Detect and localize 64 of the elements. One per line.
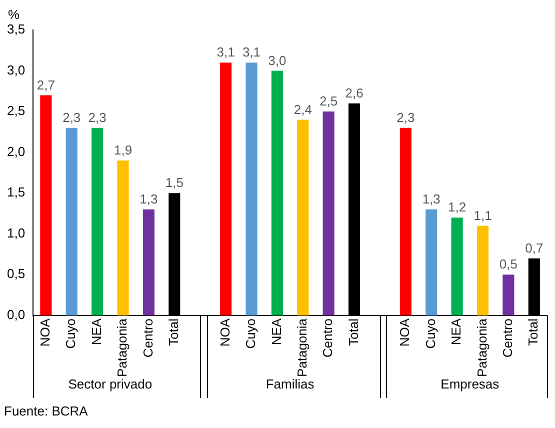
x-tick-label: Centro	[320, 318, 336, 358]
x-tick-label: Centro	[500, 318, 516, 358]
bar	[297, 120, 309, 316]
source-note: Fuente: BCRA	[4, 404, 88, 419]
y-axis-title: %	[8, 7, 20, 22]
y-tick-label: 0,0	[6, 307, 26, 322]
data-label: 2,6	[345, 85, 364, 100]
bar	[451, 218, 463, 316]
data-label: 0,5	[499, 256, 518, 272]
data-label: 2,3	[396, 110, 415, 125]
data-label: 1,5	[165, 175, 184, 190]
text: Familias	[266, 376, 315, 392]
bar	[246, 62, 258, 316]
data-label: 2,3	[62, 110, 81, 125]
x-tick-label: Total	[526, 318, 541, 346]
x-tick-label: Cuyo	[63, 318, 78, 349]
x-tick-label: Total	[346, 318, 361, 346]
bar	[92, 128, 104, 316]
data-label: 0,7	[525, 240, 544, 256]
data-label: 2,4	[294, 102, 312, 117]
x-tick-label: Cuyo	[422, 318, 438, 349]
data-label: 3,0	[268, 52, 286, 68]
data-label: 1,1	[474, 208, 492, 223]
x-tick-label: NOA	[397, 318, 412, 347]
bar	[322, 112, 334, 316]
x-tick-label: NOA	[217, 318, 232, 347]
data-label: 2,3	[88, 110, 106, 125]
y-tick-label: 1,0	[6, 225, 26, 240]
x-tick-label: Patagonia	[114, 318, 130, 378]
bar	[40, 95, 52, 316]
data-label: 2,5	[320, 94, 338, 109]
bar	[271, 70, 283, 316]
data-label: 1,3	[140, 192, 158, 207]
x-tick-label: Cuyo	[243, 318, 258, 349]
bar	[66, 128, 78, 316]
bar	[117, 160, 129, 316]
bar	[400, 128, 412, 316]
y-tick-label: 2,0	[6, 144, 26, 159]
text: Sector privado	[68, 376, 152, 392]
x-tick-label: NEA	[88, 318, 104, 346]
bar	[142, 209, 154, 316]
data-label: 3,1	[242, 44, 261, 60]
x-tick-label: Patagonia	[474, 318, 490, 378]
y-tick-label: 3,5	[6, 22, 26, 37]
x-tick-label: Patagonia	[294, 318, 310, 378]
y-tick-label: 3,0	[6, 62, 26, 78]
x-tick-label: NEA	[268, 318, 284, 346]
y-tick-label: 0,5	[6, 266, 26, 282]
data-label: 3,1	[216, 44, 235, 60]
data-label: 1,3	[422, 192, 440, 207]
bar	[426, 209, 438, 316]
x-tick-label: Total	[166, 318, 181, 346]
y-tick-label: 2,5	[6, 103, 26, 118]
bar	[502, 274, 514, 316]
text: Empresas	[440, 376, 500, 392]
data-label: 1,2	[448, 200, 466, 215]
bar	[220, 62, 232, 316]
data-label: 2,7	[36, 77, 55, 92]
x-tick-label: NEA	[448, 318, 464, 346]
y-tick-label: 1,5	[6, 184, 26, 200]
bar	[476, 226, 489, 316]
data-label: 1,9	[114, 142, 132, 158]
x-tick-label: Centro	[140, 318, 156, 358]
x-tick-label: NOA	[38, 318, 52, 347]
